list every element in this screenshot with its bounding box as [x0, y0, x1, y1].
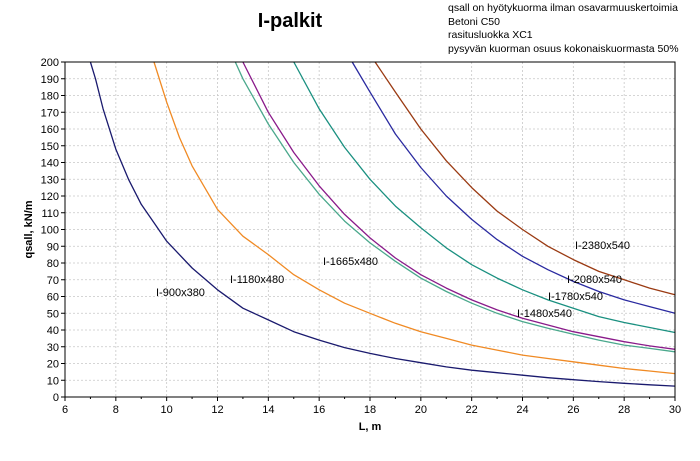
series-lines [89, 61, 676, 387]
y-tick-label: 150 [41, 141, 59, 153]
y-tick-label: 110 [41, 208, 59, 220]
y-tick-label: 120 [41, 191, 59, 203]
note-line-4: pysyvän kuorman osuus kokonaiskuormasta … [448, 42, 679, 55]
series-line-i-900x380 [89, 61, 676, 387]
y-tick-label: 10 [47, 375, 59, 387]
x-tick-label: 28 [618, 404, 630, 416]
y-tick-label: 180 [41, 91, 59, 103]
y-tick-label: 90 [47, 241, 59, 253]
series-line-i-1665x480 [234, 61, 676, 353]
note-line-3: rasitusluokka XC1 [448, 29, 533, 41]
series-line-i-2080x540 [351, 61, 676, 314]
y-tick-label: 140 [41, 158, 59, 170]
series-label-i-1665x480: I-1665x480 [323, 256, 378, 268]
y-tick-label: 130 [41, 174, 59, 186]
y-tick-label: 100 [41, 225, 59, 237]
x-tick-label: 30 [669, 404, 681, 416]
grid [61, 61, 676, 401]
note-line-2: Betoni C50 [448, 15, 500, 28]
series-line-i-2380x540 [374, 61, 676, 296]
series-label-i-1180x480: I-1180x480 [230, 274, 284, 286]
chart-title: I-palkit [257, 10, 323, 32]
y-tick-label: 80 [47, 258, 59, 270]
y-tick-label: 190 [41, 74, 59, 86]
x-tick-label: 26 [567, 404, 579, 416]
x-tick-label: 24 [516, 404, 528, 416]
x-tick-label: 12 [211, 404, 223, 416]
chart-notes: qsall on hyötykuorma ilman osavarmuusker… [448, 2, 679, 56]
series-label-i-900x380: I-900x380 [156, 287, 205, 299]
series-line-i-1480x540 [242, 61, 676, 350]
series-label-i-1480x540: I-1480x540 [517, 308, 572, 320]
y-tick-label: 200 [41, 57, 59, 69]
series-line-i-1780x540 [293, 61, 676, 334]
series-label-i-2380x540: I-2380x540 [575, 240, 630, 252]
y-tick-label: 20 [47, 359, 59, 371]
x-tick-label: 6 [62, 404, 68, 416]
y-tick-label: 170 [41, 107, 59, 119]
series-label-i-2080x540: I-2080x540 [567, 274, 622, 286]
y-tick-label: 0 [53, 392, 59, 404]
series-label-i-1780x540: I-1780x540 [548, 291, 603, 303]
x-tick-label: 16 [313, 404, 325, 416]
series-labels: I-900x380 I-1180x480 I-1665x480 I-1480x540 I… [156, 240, 630, 320]
y-axis-label: qsall, kN/m [23, 200, 35, 258]
y-tick-label: 60 [47, 292, 59, 304]
x-tick-label: 14 [262, 404, 274, 416]
note-line-1: qsall on hyötykuorma ilman osavarmuusker… [448, 2, 678, 14]
tick-labels: 0 10 20 30 40 50 60 70 80 90 100 110 120 130 140 150 160… [41, 57, 681, 416]
series-line-i-1180x480 [153, 61, 676, 375]
x-axis-label: L, m [359, 421, 382, 433]
x-tick-label: 22 [466, 404, 478, 416]
plot-frame [64, 61, 676, 398]
x-tick-label: 10 [161, 404, 173, 416]
y-tick-label: 30 [47, 342, 59, 354]
x-tick-label: 8 [113, 404, 119, 416]
y-tick-label: 160 [41, 124, 59, 136]
x-tick-label: 20 [415, 404, 427, 416]
y-tick-label: 50 [47, 308, 59, 320]
y-tick-label: 40 [47, 325, 59, 337]
x-tick-label: 18 [364, 404, 376, 416]
y-tick-label: 70 [47, 275, 59, 287]
